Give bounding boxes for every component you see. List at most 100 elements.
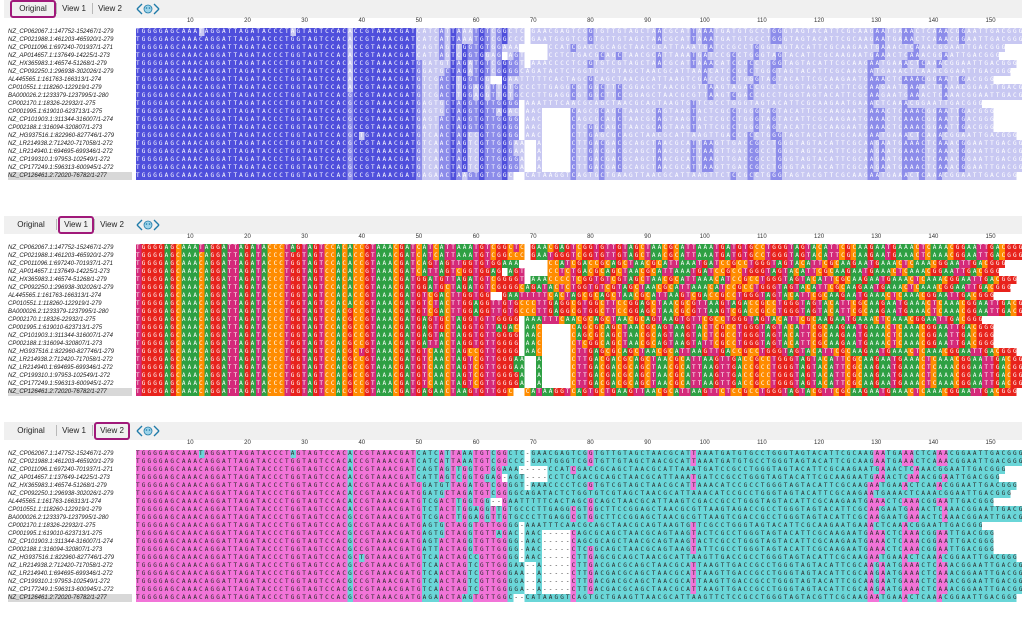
sequence-name[interactable]: NZ_CP062067.1:147752-152467/1-279 — [8, 451, 114, 457]
sequence-residues: TGGGGAGCAAACAGGATTAGATACCCTGGTAGTCCACACC… — [136, 52, 1002, 59]
tab-original[interactable]: Original — [17, 426, 45, 435]
tab-view-1[interactable]: View 1 — [62, 4, 86, 13]
tab-view-1[interactable]: View 1 — [62, 426, 86, 435]
sequence-name[interactable]: AL445565.1:161763-166313/1-274 — [8, 499, 102, 505]
sequence-name[interactable]: CP002170.1:18326-22932/1-275 — [8, 317, 96, 323]
sequence-name[interactable]: CP002188.1:316094-320807/1-273 — [8, 341, 103, 347]
sequence-name[interactable]: NZ_CP126461.2:72020-76782/1-277 — [8, 388, 132, 396]
sequence-row: TGGGGAGCAAACAGGATTAGATACCCTGGTAGTCCACACC… — [136, 284, 1022, 292]
sequence-row: TGGGGAGCAAACAGGATTAGATACCCTGGTAGTCCACGCC… — [136, 156, 1022, 164]
sequence-name[interactable]: NZ_CP177249.1:596313-600945/1-272 — [8, 381, 114, 387]
sequence-name[interactable]: CP001995.1:619010-623713/1-275 — [8, 109, 103, 115]
sequence-row: TGGGGAGCAAACAGGATTAGATACCCTGGTAGTCCACACC… — [136, 268, 1022, 276]
sequence-name[interactable]: NZ_LR214940.1:694695-699346/1-272 — [8, 149, 113, 155]
sequence-name[interactable]: NZ_CP011096.1:697240-701937/1-271 — [8, 467, 113, 473]
sequence-name[interactable]: CP001995.1:619010-623713/1-275 — [8, 325, 103, 331]
tab-view-2[interactable]: View 2 — [94, 422, 130, 440]
sequence-name[interactable]: NZ_CP021988.1:461203-465920/1-279 — [8, 37, 114, 43]
sequence-name[interactable]: NZ_AP014657.1:137649-14225/1-273 — [8, 475, 110, 481]
sequence-name[interactable]: NZ_CP199310.1:97953-102549/1-272 — [8, 579, 111, 585]
sequence-row: TGGGGAGCAAACAGGATTAGATACCCTGGTAGTCCACGCC… — [136, 108, 1022, 116]
sequence-name[interactable]: CP010551.1:118260-122919/1-279 — [8, 301, 102, 307]
sequence-name[interactable]: NZ_AP014657.1:137649-14225/1-273 — [8, 53, 110, 59]
sequence-name[interactable]: NZ_CP177249.1:596313-600945/1-272 — [8, 587, 114, 593]
sequence-name[interactable]: NZ_CP021988.1:461203-465920/1-279 — [8, 459, 114, 465]
sequence-name[interactable]: CP001995.1:619010-623713/1-275 — [8, 531, 103, 537]
sequence-name[interactable]: NZ_LR214938.2:712420-717058/1-272 — [8, 357, 113, 363]
sequence-name[interactable]: BA000026.2:1233379-1237995/1-280 — [8, 515, 109, 521]
sequence-name[interactable]: NZ_CP177249.1:596313-600945/1-272 — [8, 165, 114, 171]
ruler-tick-label: 70 — [529, 234, 537, 240]
sequence-name[interactable]: AL445565.1:161763-166313/1-274 — [8, 293, 102, 299]
sequence-row: TGGGGAGCAAACAGGATTAGATACCCTGGTAGTCCACGCC… — [136, 538, 1022, 546]
tab-view-2[interactable]: View 2 — [100, 220, 124, 229]
sequence-row: TGGGGAGCAAACAGGATTAGATACCCTGGTAGTCCACACC… — [136, 490, 1022, 498]
sequence-name[interactable]: NZ_HX365983.1:46574-51268/1-279 — [8, 483, 107, 489]
tab-original[interactable]: Original — [10, 0, 56, 18]
sequence-name[interactable]: NZ_HG937516.1:822960-827746/1-279 — [8, 349, 115, 355]
sequence-name[interactable]: NZ_LR214940.1:694695-699346/1-272 — [8, 365, 113, 371]
sequence-name[interactable]: NZ_CP126461.2:72020-76782/1-277 — [8, 172, 132, 180]
ruler-tick-label: 110 — [757, 440, 767, 446]
sequence-name[interactable]: AL445565.1:161763-166313/1-274 — [8, 77, 102, 83]
sequence-residues: TGGGGAGCAAACAGGATTAGATACCCTGGTAGTCCACACC… — [136, 292, 996, 299]
sequence-residues: TGGGGAGCAAACAGGATTAGATACCCTGGTAGTCCACGCC… — [136, 388, 1019, 395]
sequence-name[interactable]: NZ_CP011096.1:697240-701937/1-271 — [8, 45, 113, 51]
sequence-name[interactable]: NZ_HX365983.1:46574-51268/1-279 — [8, 61, 107, 67]
sequence-name[interactable]: NZ_CP199310.1:97953-102549/1-272 — [8, 157, 111, 163]
sequence-name[interactable]: NZ_HG937516.1:822960-827746/1-279 — [8, 555, 115, 561]
sequence-name[interactable]: NZ_LR214938.2:712420-717058/1-272 — [8, 563, 113, 569]
sequence-name[interactable]: CP002188.1:316094-320807/1-273 — [8, 547, 103, 553]
ruler-tick-label: 20 — [244, 234, 251, 240]
sequence-name[interactable]: NZ_CP126461.2:72020-76782/1-277 — [8, 594, 132, 602]
sequence-row: TGGGGAGCAAACAGGATTAGATACCCTGGTAGTCCACGCC… — [136, 116, 1022, 124]
sequence-name[interactable]: CP010551.1:118260-122919/1-279 — [8, 85, 102, 91]
sequence-name[interactable]: NZ_CP101903.1:311344-316007/1-274 — [8, 117, 113, 123]
alignment-content: 10 20 30 40 50 60 70 80 90 100 110 120 130 140 150 NZ_C… — [4, 18, 1022, 212]
sequence-residues: TGGGGAGCAAACAGGATTAGATACCCTGGTAGTCCACGCC… — [136, 562, 1022, 569]
ruler-tick-label: 100 — [699, 440, 710, 446]
sequence-name[interactable]: NZ_CP011096.1:697240-701937/1-271 — [8, 261, 113, 267]
sequence-row: TGGGGAGCAAACAGGATTAGATACCCTGGTAGTCCACGCC… — [136, 570, 1022, 578]
sequence-name[interactable]: NZ_HX365983.1:46574-51268/1-279 — [8, 277, 107, 283]
sequence-residues: TGGGGAGCAAACAGGATTAGATACCCTGGTAGTCCACGCC… — [136, 324, 996, 331]
tab-view-2[interactable]: View 2 — [98, 4, 122, 13]
sequence-name[interactable]: BA000026.2:1233379-1237995/1-280 — [8, 93, 109, 99]
sequence-name[interactable]: CP002170.1:18326-22932/1-275 — [8, 523, 96, 529]
alignment-content: 10 20 30 40 50 60 70 80 90 100 110 120 130 140 150 NZ_C… — [4, 234, 1022, 426]
sequence-name[interactable]: NZ_CP062067.1:147752-152467/1-279 — [8, 245, 114, 251]
ruler-tick-label: 130 — [871, 18, 882, 24]
ruler-tick-label: 90 — [644, 234, 651, 240]
sequence-name[interactable]: CP002188.1:316094-320807/1-273 — [8, 125, 103, 131]
tab-view-1[interactable]: View 1 — [58, 216, 94, 234]
sequence-row: TGGGGAGCAAACAGGATTAGATACCCTGGTAGTCCACACC… — [136, 36, 1022, 44]
sequence-row: TGGGGAGCAAATAGGATTAGATACCCTAGTAGTCCACACC… — [136, 28, 1022, 36]
sequence-residues: TGGGGAGCAAACAGGATTAGATACCCTGGTAGTCCACGCT… — [136, 348, 1019, 355]
sequence-name[interactable]: NZ_CP101903.1:311344-316007/1-274 — [8, 539, 113, 545]
sequence-name[interactable]: NZ_HG937516.1:822960-827746/1-279 — [8, 133, 115, 139]
sequence-name[interactable]: NZ_LR214940.1:694695-699346/1-272 — [8, 571, 113, 577]
ruler-tick-label: 50 — [415, 440, 423, 446]
ruler-tick-label: 10 — [186, 234, 194, 240]
sequence-row: TGGGGAGCAAACAGGATTAGATACCCTGGTAGTCCACGCC… — [136, 364, 1022, 372]
view-toolbar: Original View 1 View 2 — [4, 216, 1022, 234]
sequence-name[interactable]: NZ_CP021988.1:461203-465920/1-279 — [8, 253, 114, 259]
sequence-name[interactable]: NZ_CP062067.1:147752-152467/1-279 — [8, 29, 114, 35]
sequence-name[interactable]: NZ_CP092250.1:296938-302026/1-279 — [8, 491, 114, 497]
alignment-panel-view-1: Original View 1 View 2 10 20 30 40 50 60 70 80 9… — [4, 216, 1022, 426]
sequence-name[interactable]: CP002170.1:18326-22932/1-275 — [8, 101, 96, 107]
sequence-name[interactable]: NZ_AP014657.1:137649-14225/1-273 — [8, 269, 110, 275]
sequence-name[interactable]: BA000026.2:1233379-1237995/1-280 — [8, 309, 109, 315]
sequence-residues: TGGGGAGCAAACAGGATTAGATACCCTGGTAGTCCACACC… — [136, 276, 1019, 283]
sequence-row: TGGGGAGCAAACAGGATTAGATACCCTGGTAGTCCACGCC… — [136, 522, 1022, 530]
tab-original[interactable]: Original — [17, 220, 45, 229]
sequence-name[interactable]: NZ_LR214938.2:712420-717058/1-272 — [8, 141, 113, 147]
sequence-residues: TGGGGAGCAAACAGGATTAGATACCCTGGTAGTCCACGCC… — [136, 140, 1022, 147]
sequence-residues: TGGGGAGCAAACAGGATTAGATACCCTGGTAGTCCACGCC… — [136, 316, 985, 323]
sequence-name[interactable]: NZ_CP199310.1:97953-102549/1-272 — [8, 373, 111, 379]
sequence-name[interactable]: NZ_CP092250.1:296938-302026/1-279 — [8, 285, 114, 291]
sequence-name[interactable]: NZ_CP092250.1:296938-302026/1-279 — [8, 69, 114, 75]
sequence-name[interactable]: NZ_CP101903.1:311344-316007/1-274 — [8, 333, 113, 339]
sequence-residues: TGGGGAGCAAACAGGATTAGATACCCTGGTAGTCCACGCC… — [136, 172, 1019, 179]
sequence-name[interactable]: CP010551.1:118260-122919/1-279 — [8, 507, 102, 513]
